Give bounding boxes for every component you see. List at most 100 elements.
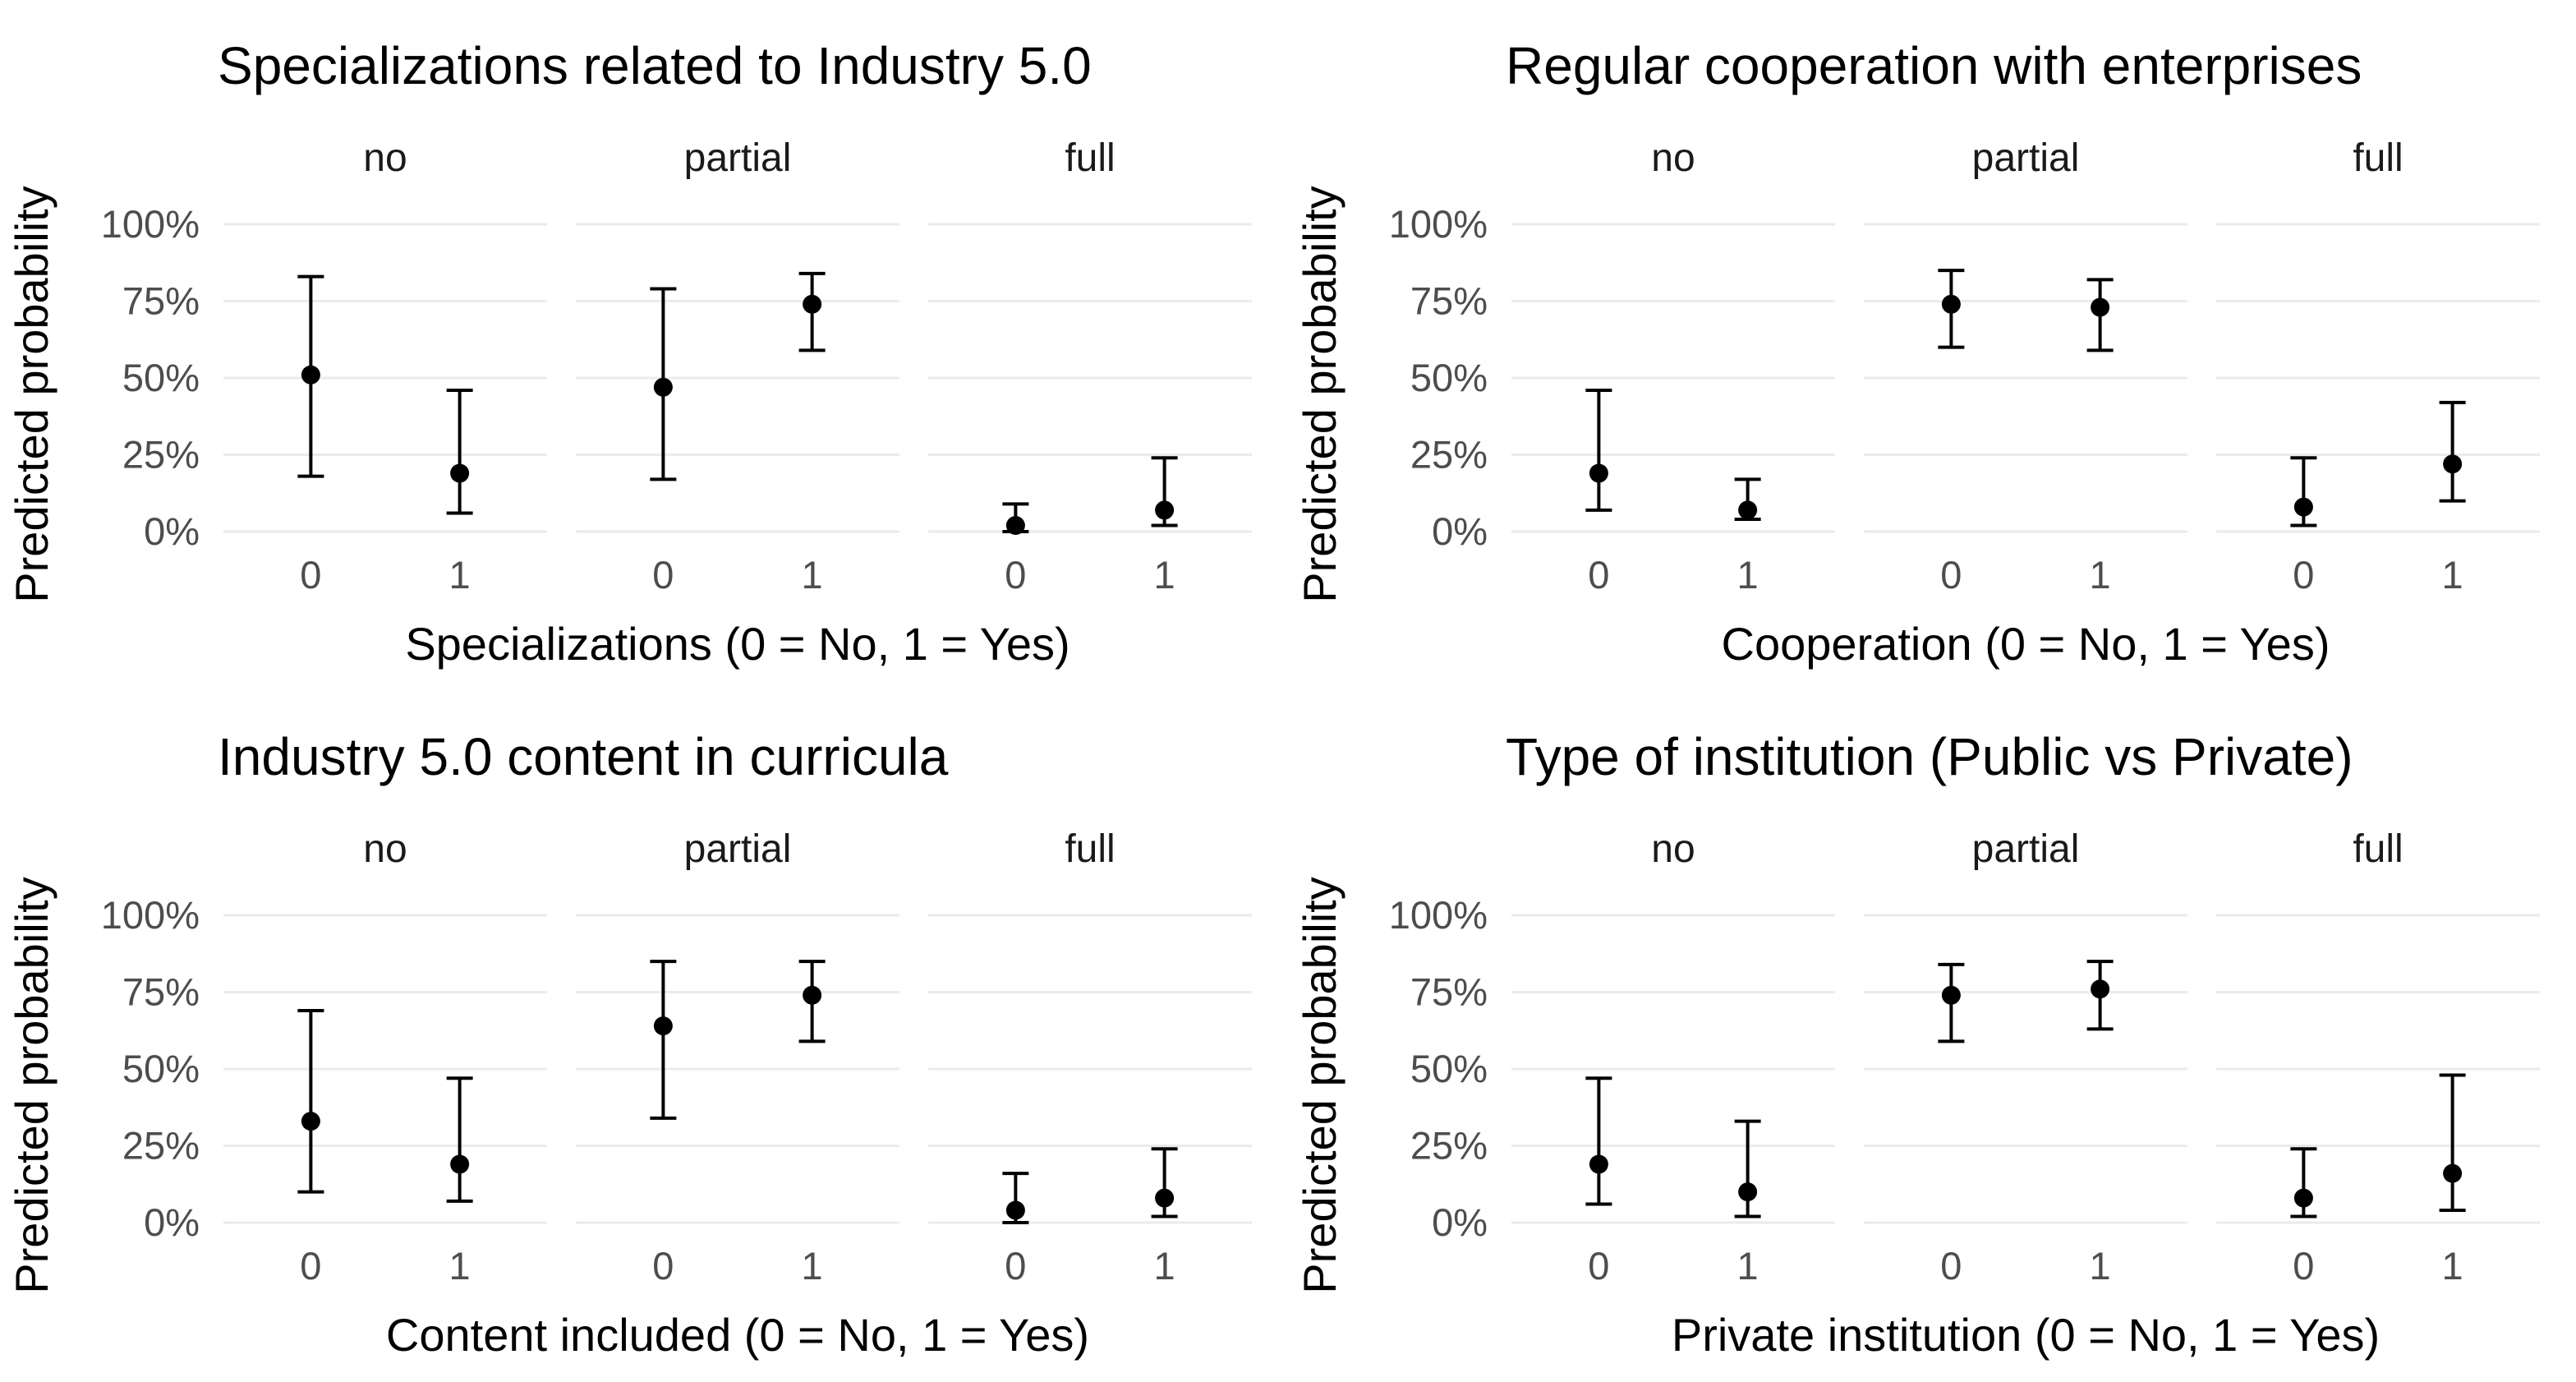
- facet-panel-full: full 0 1: [928, 827, 1252, 1288]
- facet-panel-full: full 0 1: [928, 136, 1252, 597]
- point-estimate: [2443, 1163, 2463, 1183]
- x-tick-label: 0: [652, 553, 674, 597]
- facet-label: partial: [1972, 136, 2080, 180]
- plot-title: Type of institution (Public vs Private): [1506, 727, 2353, 786]
- facet-panel-no: no 0 1: [1511, 827, 1835, 1288]
- point-estimate: [1738, 1182, 1758, 1202]
- y-tick-label: 100%: [101, 893, 200, 937]
- point-estimate: [2091, 297, 2110, 317]
- x-tick-label: 0: [1940, 553, 1962, 597]
- plot-canvas-curricula-content: Industry 5.0 content in curricula Predict…: [6, 727, 1252, 1361]
- x-tick-label: 0: [300, 1244, 321, 1288]
- y-tick-label: 25%: [1410, 433, 1488, 477]
- x-tick-label: 0: [300, 553, 321, 597]
- x-tick-label: 1: [1737, 1244, 1759, 1288]
- point-estimate: [1005, 516, 1025, 536]
- y-tick-label: 25%: [122, 433, 200, 477]
- y-axis-title: Predicted probability: [1294, 877, 1346, 1293]
- facet-label: no: [1651, 136, 1695, 180]
- point-estimate: [2443, 454, 2463, 474]
- x-tick-label: 1: [1154, 1244, 1175, 1288]
- x-tick-label: 0: [652, 1244, 674, 1288]
- point-estimate: [2091, 979, 2110, 999]
- facet-panel-full: full 0 1: [2216, 136, 2540, 597]
- point-estimate: [1589, 1154, 1608, 1174]
- x-tick-label: 0: [1005, 1244, 1026, 1288]
- plot-title: Industry 5.0 content in curricula: [218, 727, 949, 786]
- point-estimate: [1941, 985, 1961, 1005]
- facet-label: partial: [684, 136, 792, 180]
- plot-canvas-cooperation: Regular cooperation with enterprises Pred…: [1294, 36, 2540, 670]
- point-estimate: [803, 985, 822, 1005]
- x-tick-label: 1: [2442, 553, 2463, 597]
- facet-label: partial: [684, 827, 792, 871]
- y-tick-label: 25%: [1410, 1124, 1488, 1168]
- x-tick-label: 1: [1737, 553, 1759, 597]
- facet-panel-full: full 0 1: [2216, 827, 2540, 1288]
- facet-panel-partial: partial 0 1: [1864, 827, 2187, 1288]
- x-tick-label: 0: [2293, 1244, 2314, 1288]
- facet-label: full: [2353, 136, 2403, 180]
- x-tick-label: 0: [1588, 553, 1609, 597]
- facet-panel-partial: partial 0 1: [1864, 136, 2187, 597]
- plot-title: Specializations related to Industry 5.0: [218, 36, 1092, 95]
- point-estimate: [1005, 1200, 1025, 1220]
- plot-cooperation: Regular cooperation with enterprises Pred…: [1288, 0, 2576, 691]
- facet-panel-no: no 0 1: [223, 827, 547, 1288]
- y-axis-title: Predicted probability: [1294, 186, 1346, 602]
- point-estimate: [1155, 1188, 1175, 1208]
- x-tick-label: 0: [2293, 553, 2314, 597]
- y-tick-label: 0%: [144, 509, 200, 553]
- point-estimate: [450, 463, 470, 483]
- plot-curricula-content: Industry 5.0 content in curricula Predict…: [0, 691, 1288, 1382]
- y-tick-label: 50%: [122, 1047, 200, 1090]
- facet-label: no: [363, 136, 407, 180]
- plot-specializations: Specializations related to Industry 5.0 P…: [0, 0, 1288, 691]
- y-tick-label: 75%: [1410, 970, 1488, 1014]
- y-axis-title: Predicted probability: [6, 877, 58, 1293]
- facet-label: full: [1065, 136, 1115, 180]
- plot-canvas-specializations: Specializations related to Industry 5.0 P…: [6, 36, 1252, 670]
- x-axis-title: Content included (0 = No, 1 = Yes): [386, 1309, 1089, 1361]
- y-tick-label: 50%: [1410, 356, 1488, 399]
- y-tick-label: 100%: [101, 202, 200, 246]
- x-tick-label: 0: [1940, 1244, 1962, 1288]
- plot-institution-type: Type of institution (Public vs Private) P…: [1288, 691, 2576, 1382]
- point-estimate: [301, 1112, 320, 1131]
- point-estimate: [653, 377, 673, 397]
- x-tick-label: 1: [449, 1244, 471, 1288]
- y-tick-label: 0%: [1432, 509, 1488, 553]
- facet-label: no: [363, 827, 407, 871]
- x-axis-title: Private institution (0 = No, 1 = Yes): [1672, 1309, 2380, 1361]
- plot-canvas-institution-type: Type of institution (Public vs Private) P…: [1294, 727, 2540, 1361]
- y-tick-label: 100%: [1389, 202, 1488, 246]
- point-estimate: [2293, 497, 2313, 517]
- point-estimate: [1738, 500, 1758, 520]
- point-estimate: [2293, 1188, 2313, 1208]
- facet-label: partial: [1972, 827, 2080, 871]
- y-axis-title: Predicted probability: [6, 186, 58, 602]
- y-tick-label: 50%: [122, 356, 200, 399]
- facet-label: full: [1065, 827, 1115, 871]
- y-tick-label: 50%: [1410, 1047, 1488, 1090]
- point-estimate: [803, 294, 822, 314]
- y-tick-label: 0%: [144, 1200, 200, 1244]
- y-tick-label: 75%: [1410, 279, 1488, 323]
- facet-label: no: [1651, 827, 1695, 871]
- point-estimate: [301, 365, 320, 385]
- x-tick-label: 1: [1154, 553, 1175, 597]
- x-tick-label: 0: [1005, 553, 1026, 597]
- x-tick-label: 1: [449, 553, 471, 597]
- x-tick-label: 1: [802, 1244, 823, 1288]
- facet-panel-no: no 0 1: [1511, 136, 1835, 597]
- x-tick-label: 1: [2090, 1244, 2111, 1288]
- x-axis-title: Specializations (0 = No, 1 = Yes): [405, 618, 1070, 670]
- plot-title: Regular cooperation with enterprises: [1506, 36, 2362, 95]
- y-tick-label: 0%: [1432, 1200, 1488, 1244]
- x-tick-label: 1: [2090, 553, 2111, 597]
- x-tick-label: 1: [802, 553, 823, 597]
- y-tick-label: 25%: [122, 1124, 200, 1168]
- y-tick-label: 100%: [1389, 893, 1488, 937]
- y-tick-label: 75%: [122, 279, 200, 323]
- point-estimate: [1155, 500, 1175, 520]
